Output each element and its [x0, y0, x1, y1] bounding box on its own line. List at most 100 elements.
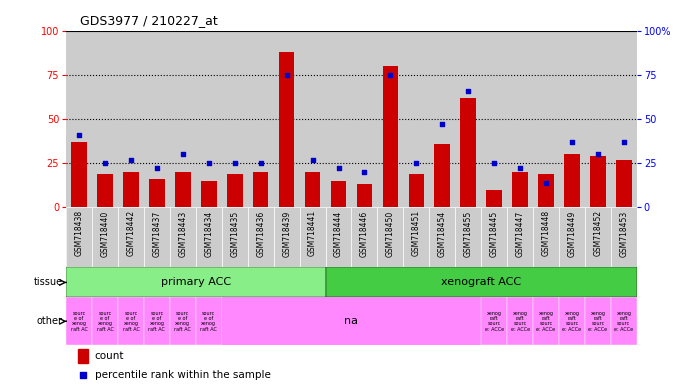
Text: GSM718442: GSM718442	[127, 210, 136, 257]
Text: xenog
raft
sourc
e: ACCe: xenog raft sourc e: ACCe	[537, 311, 555, 332]
Bar	[585, 298, 611, 345]
Bar	[429, 207, 455, 267]
Text: percentile rank within the sample: percentile rank within the sample	[95, 371, 271, 381]
Bar	[331, 181, 347, 207]
Bar	[507, 298, 533, 345]
Text: GSM718441: GSM718441	[308, 210, 317, 257]
Bar	[481, 207, 507, 267]
Bar	[538, 174, 554, 207]
Text: sourc
e of
xenog
raft AC: sourc e of xenog raft AC	[175, 311, 191, 332]
Bar	[253, 172, 269, 207]
Text: GSM718438: GSM718438	[74, 210, 84, 257]
Bar	[123, 172, 139, 207]
Bar	[170, 207, 196, 267]
Text: GSM718443: GSM718443	[178, 210, 187, 257]
Bar	[66, 207, 92, 267]
Text: sourc
e of
xenog
raft AC: sourc e of xenog raft AC	[148, 311, 166, 332]
Bar	[434, 144, 450, 207]
Point	[229, 160, 240, 166]
Bar	[222, 298, 481, 345]
Point	[100, 160, 111, 166]
Text: GSM718452: GSM718452	[594, 210, 603, 257]
Bar	[487, 190, 502, 207]
Bar	[611, 298, 637, 345]
Text: GDS3977 / 210227_at: GDS3977 / 210227_at	[80, 14, 218, 27]
Text: xenog
raft
sourc
e: ACCe: xenog raft sourc e: ACCe	[511, 311, 530, 332]
Bar	[383, 66, 398, 207]
Bar	[170, 298, 196, 345]
Bar	[66, 267, 326, 298]
Text: xenog
raft
sourc
e: ACCe: xenog raft sourc e: ACCe	[588, 311, 608, 332]
Text: sourc
e of
xenog
raft AC: sourc e of xenog raft AC	[122, 311, 139, 332]
Text: GSM718437: GSM718437	[152, 210, 161, 257]
Point	[77, 372, 88, 379]
Bar	[377, 207, 404, 267]
Bar	[356, 184, 372, 207]
Bar	[299, 207, 326, 267]
Bar	[274, 207, 299, 267]
Bar	[512, 172, 528, 207]
Text: xenog
raft
sourc
e: ACCe: xenog raft sourc e: ACCe	[615, 311, 633, 332]
Bar	[97, 174, 113, 207]
Bar	[564, 154, 580, 207]
Bar	[196, 207, 222, 267]
Bar	[144, 298, 170, 345]
Text: primary ACC: primary ACC	[161, 277, 231, 288]
Text: sourc
e of
xenog
raft AC: sourc e of xenog raft AC	[200, 311, 217, 332]
Bar	[175, 172, 191, 207]
Bar	[118, 298, 144, 345]
Point	[281, 72, 292, 78]
Bar	[585, 207, 611, 267]
Bar	[149, 179, 165, 207]
Bar	[227, 174, 242, 207]
Point	[177, 151, 189, 157]
Point	[514, 166, 525, 172]
Bar	[201, 181, 216, 207]
Bar	[455, 207, 481, 267]
Point	[618, 139, 629, 145]
Text: GSM718454: GSM718454	[438, 210, 447, 257]
Text: na: na	[345, 316, 358, 326]
Text: GSM718436: GSM718436	[256, 210, 265, 257]
Text: GSM718455: GSM718455	[464, 210, 473, 257]
Point	[307, 157, 318, 163]
Point	[151, 166, 162, 172]
Bar	[590, 156, 606, 207]
Text: GSM718451: GSM718451	[412, 210, 421, 257]
Point	[541, 180, 552, 186]
Point	[411, 160, 422, 166]
Text: GSM718434: GSM718434	[205, 210, 213, 257]
Bar	[461, 98, 476, 207]
Bar	[409, 174, 424, 207]
Bar	[611, 207, 637, 267]
Bar	[71, 142, 87, 207]
Bar	[533, 298, 559, 345]
Text: count: count	[95, 351, 124, 361]
Point	[203, 160, 214, 166]
Bar	[305, 172, 320, 207]
Text: xenograft ACC: xenograft ACC	[441, 277, 521, 288]
Text: xenog
raft
sourc
e: ACCe: xenog raft sourc e: ACCe	[562, 311, 582, 332]
Bar	[222, 207, 248, 267]
Bar	[533, 207, 559, 267]
Point	[436, 121, 448, 127]
Bar	[481, 298, 507, 345]
Bar	[326, 207, 351, 267]
Text: GSM718453: GSM718453	[619, 210, 628, 257]
Bar	[248, 207, 274, 267]
Bar	[404, 207, 429, 267]
Text: sourc
e of
xenog
raft AC: sourc e of xenog raft AC	[97, 311, 113, 332]
Text: tissue: tissue	[33, 277, 63, 288]
Point	[489, 160, 500, 166]
Bar	[351, 207, 377, 267]
Text: GSM718447: GSM718447	[516, 210, 525, 257]
Bar	[326, 267, 637, 298]
Text: GSM718439: GSM718439	[282, 210, 291, 257]
Bar	[118, 207, 144, 267]
Text: GSM718445: GSM718445	[490, 210, 498, 257]
Text: GSM718449: GSM718449	[567, 210, 576, 257]
Text: GSM718446: GSM718446	[360, 210, 369, 257]
Point	[567, 139, 578, 145]
Bar	[92, 207, 118, 267]
Bar	[616, 160, 632, 207]
